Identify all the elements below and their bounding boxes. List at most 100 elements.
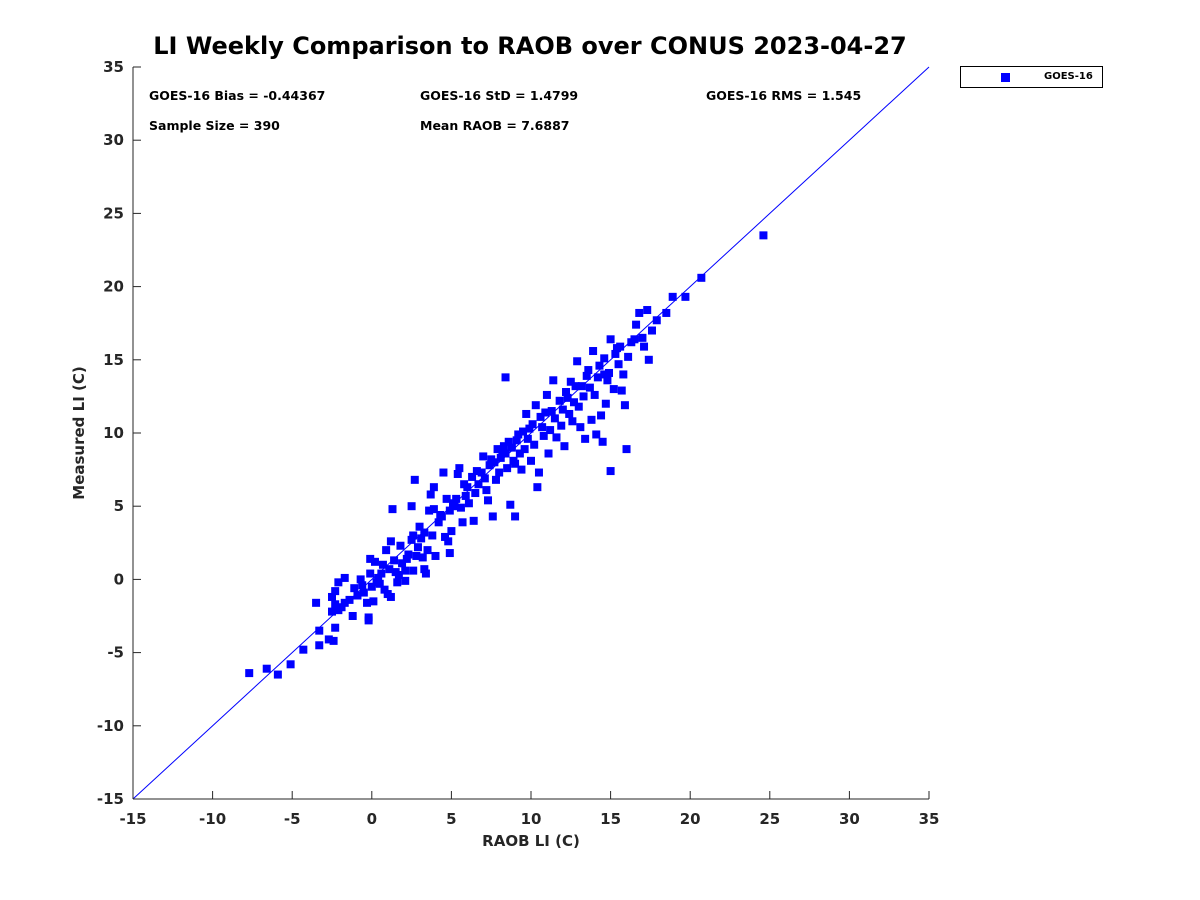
data-point: [501, 373, 510, 382]
mean-raob-stat: Mean RAOB = 7.6887: [420, 118, 570, 133]
data-point: [515, 449, 524, 458]
data-point: [562, 388, 571, 397]
x-tick-label: 5: [446, 810, 456, 828]
data-point: [367, 582, 376, 591]
data-point: [413, 543, 422, 552]
data-point: [315, 626, 324, 635]
data-point: [584, 366, 593, 375]
legend-label: GOES-16: [1044, 71, 1093, 82]
x-tick-label: 35: [919, 810, 940, 828]
data-point: [640, 342, 649, 351]
data-point: [611, 349, 620, 358]
data-point: [574, 402, 583, 411]
data-point: [469, 516, 478, 525]
y-tick-label: 0: [114, 570, 124, 588]
data-point: [522, 409, 531, 418]
data-point: [638, 333, 647, 342]
data-point: [759, 231, 768, 240]
data-point: [445, 506, 454, 515]
data-point: [450, 502, 459, 511]
data-point: [504, 437, 513, 446]
data-point: [662, 308, 671, 317]
data-point: [452, 494, 461, 503]
data-point: [630, 335, 639, 344]
data-point: [549, 376, 558, 385]
data-point: [533, 483, 542, 492]
data-point: [576, 423, 585, 432]
one-to-one-line: [132, 66, 930, 800]
data-point: [536, 412, 545, 421]
x-tick-label: 0: [367, 810, 377, 828]
data-point: [385, 565, 394, 574]
data-point: [605, 368, 614, 377]
data-point: [514, 430, 523, 439]
data-point: [390, 556, 399, 565]
y-tick-label: 20: [103, 278, 124, 296]
data-point: [331, 600, 340, 609]
y-tick-label: 5: [114, 497, 124, 515]
x-tick-label: 30: [839, 810, 860, 828]
data-point: [530, 440, 539, 449]
data-point: [363, 598, 372, 607]
data-point: [520, 445, 529, 454]
data-point: [398, 559, 407, 568]
y-tick-label: 35: [103, 58, 124, 76]
data-point: [328, 592, 336, 601]
x-tick-label: -15: [119, 810, 146, 828]
data-point: [617, 386, 626, 395]
data-point: [601, 399, 610, 408]
data-point: [366, 569, 375, 578]
data-point: [600, 370, 609, 379]
data-point: [487, 455, 496, 464]
x-tick-label: 20: [680, 810, 701, 828]
x-axis-label: RAOB LI (C): [482, 832, 580, 850]
data-point: [286, 660, 295, 669]
data-point: [421, 569, 430, 578]
data-point: [374, 573, 383, 582]
data-point: [388, 505, 397, 514]
data-point: [464, 499, 473, 508]
data-point: [534, 468, 543, 477]
data-point: [396, 541, 405, 550]
data-point: [503, 464, 512, 473]
data-point: [393, 578, 402, 587]
data-point: [480, 474, 489, 483]
data-point: [568, 417, 577, 426]
data-point: [444, 537, 453, 546]
data-point: [573, 357, 582, 366]
data-point: [245, 669, 254, 678]
data-point: [434, 518, 443, 527]
data-point: [541, 408, 550, 417]
data-point: [560, 442, 569, 451]
data-point: [609, 385, 618, 394]
data-point: [415, 522, 424, 531]
data-point: [441, 532, 450, 541]
data-point: [364, 616, 373, 625]
data-point: [471, 489, 480, 498]
data-point: [420, 565, 429, 574]
data-point: [410, 475, 419, 484]
y-tick-label: -5: [107, 644, 124, 662]
x-tick-label: 15: [600, 810, 621, 828]
data-point: [528, 420, 537, 429]
data-point: [496, 453, 505, 462]
data-point: [643, 306, 652, 315]
data-point: [328, 607, 336, 616]
data-point: [412, 551, 421, 560]
data-point: [697, 273, 706, 282]
data-point: [474, 480, 483, 489]
data-point: [493, 445, 502, 454]
data-point: [593, 373, 602, 382]
data-point: [386, 592, 395, 601]
x-tick-label: -10: [199, 810, 226, 828]
data-point: [531, 401, 540, 410]
data-point: [356, 575, 365, 584]
data-point: [447, 527, 456, 536]
data-point: [425, 506, 434, 515]
data-point: [525, 424, 534, 433]
data-point: [340, 573, 349, 582]
data-point: [329, 636, 338, 645]
data-point: [542, 390, 551, 399]
data-point: [426, 490, 435, 499]
